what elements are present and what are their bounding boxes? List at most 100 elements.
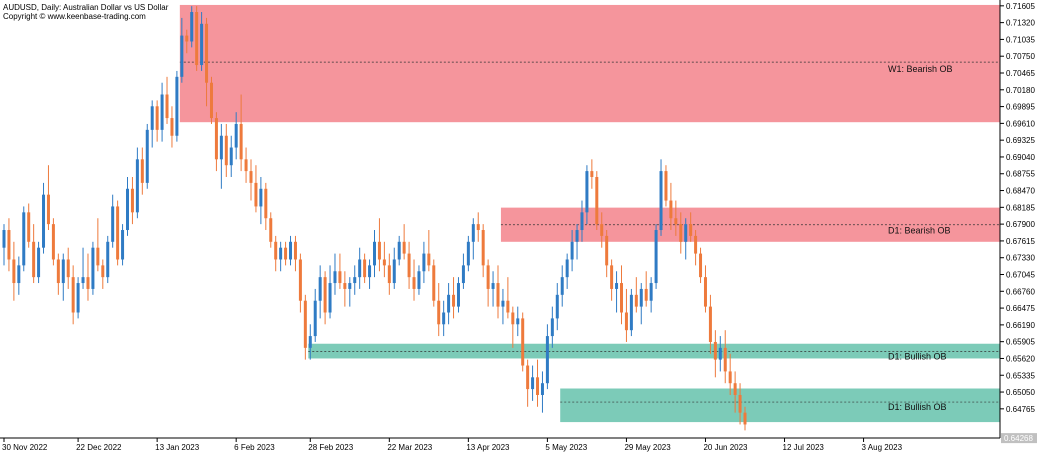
bearish-candle [605, 235, 609, 266]
bullish-candle [150, 106, 154, 130]
bearish-candle [155, 106, 159, 130]
y-tick-label: 0.64765 [1006, 405, 1035, 414]
bullish-candle [442, 312, 446, 325]
bullish-candle [175, 76, 179, 136]
bullish-candle [111, 206, 115, 242]
bullish-candle [200, 23, 204, 66]
zone-labels: W1: Bearish OB D1: Bearish OB D1: Bullish … [888, 64, 953, 412]
bearish-candle [703, 277, 707, 307]
bearish-candle [481, 230, 485, 266]
bullish-candle [639, 288, 643, 307]
y-tick-label: 0.65905 [1006, 338, 1035, 347]
zone-label: D1: Bullish OB [888, 351, 947, 361]
bearish-candle [130, 188, 134, 213]
bearish-candle [269, 218, 273, 242]
bearish-candle [694, 235, 698, 254]
bearish-candle [298, 259, 302, 301]
bullish-candle [373, 241, 376, 266]
bullish-candle [17, 265, 21, 284]
bullish-candle [348, 283, 352, 289]
y-tick-label: 0.65335 [1006, 371, 1035, 380]
bearish-candle [402, 241, 406, 254]
bearish-candle [689, 224, 693, 236]
bearish-candle [293, 241, 297, 260]
bearish-candle [239, 123, 243, 160]
bullish-candle [219, 135, 223, 160]
bearish-candle [708, 306, 712, 342]
bearish-candle [249, 171, 253, 183]
bearish-candle [209, 82, 213, 119]
bullish-candle [575, 230, 579, 242]
y-tick-label: 0.66760 [1006, 287, 1035, 296]
y-tick-label: 0.68470 [1006, 187, 1035, 196]
bullish-candle [259, 188, 263, 207]
x-tick-label: 13 Apr 2023 [466, 443, 510, 452]
bearish-candle [12, 259, 16, 284]
bullish-candle [42, 194, 46, 248]
bearish-candle [343, 283, 347, 289]
bullish-candle [333, 271, 337, 284]
bullish-candle [684, 224, 688, 242]
bullish-candle [328, 283, 332, 313]
bullish-candle [397, 241, 401, 260]
bullish-candle [121, 230, 125, 260]
bullish-candle [22, 212, 26, 266]
bearish-candle [713, 341, 717, 360]
bullish-candle [81, 277, 85, 284]
zone-label: W1: Bearish OB [888, 64, 953, 74]
bearish-candle [674, 218, 678, 225]
bearish-candle [96, 247, 100, 266]
bullish-candle [516, 318, 520, 325]
bearish-candle [600, 224, 604, 236]
bearish-candle [699, 253, 703, 278]
bullish-candle [491, 283, 495, 289]
bearish-candle [610, 265, 614, 289]
bullish-candle [358, 259, 362, 278]
bullish-candle [629, 294, 633, 331]
bullish-candle [180, 35, 184, 77]
bearish-candle [7, 230, 11, 260]
bullish-candle [531, 377, 535, 390]
bearish-candle [452, 294, 456, 307]
x-tick-label: 28 Feb 2023 [308, 443, 353, 452]
bearish-candle [427, 253, 431, 266]
bearish-candle [437, 300, 441, 325]
bearish-candle [506, 300, 510, 313]
y-tick-label: 0.68755 [1006, 170, 1035, 179]
bullish-candle [718, 347, 722, 360]
bullish-candle [570, 241, 574, 260]
x-tick-label: 29 May 2023 [624, 443, 671, 452]
y-tick-label: 0.71605 [1006, 2, 1035, 11]
bearish-candle [738, 394, 742, 413]
bearish-candle [521, 318, 525, 366]
bullish-candle [422, 253, 426, 272]
bullish-candle [2, 230, 6, 248]
y-tick-label: 0.70465 [1006, 69, 1035, 78]
bearish-candle [205, 23, 209, 83]
bearish-candle [284, 247, 288, 260]
bearish-candle [733, 383, 737, 395]
bearish-candle [590, 171, 594, 177]
y-tick-label: 0.69610 [1006, 119, 1035, 128]
y-tick-label: 0.66475 [1006, 304, 1035, 313]
bearish-candle [669, 200, 673, 219]
bullish-candle [456, 283, 460, 307]
y-tick-label: 0.69040 [1006, 153, 1035, 162]
x-tick-label: 22 Mar 2023 [387, 443, 432, 452]
bullish-candle [289, 241, 293, 260]
bearish-candle [382, 259, 386, 266]
bearish-candle [86, 277, 90, 289]
zone-label: D1: Bearish OB [888, 226, 951, 236]
bearish-candle [634, 294, 638, 307]
bullish-candle [447, 294, 451, 313]
bearish-candle [116, 206, 120, 260]
candles [2, 6, 747, 431]
bearish-candle [66, 259, 70, 278]
bearish-candle [170, 118, 174, 136]
bearish-candle [363, 259, 367, 278]
bullish-candle [540, 383, 544, 395]
y-tick-label: 0.70180 [1006, 86, 1035, 95]
bullish-candle [585, 171, 589, 213]
bullish-candle [659, 171, 663, 231]
